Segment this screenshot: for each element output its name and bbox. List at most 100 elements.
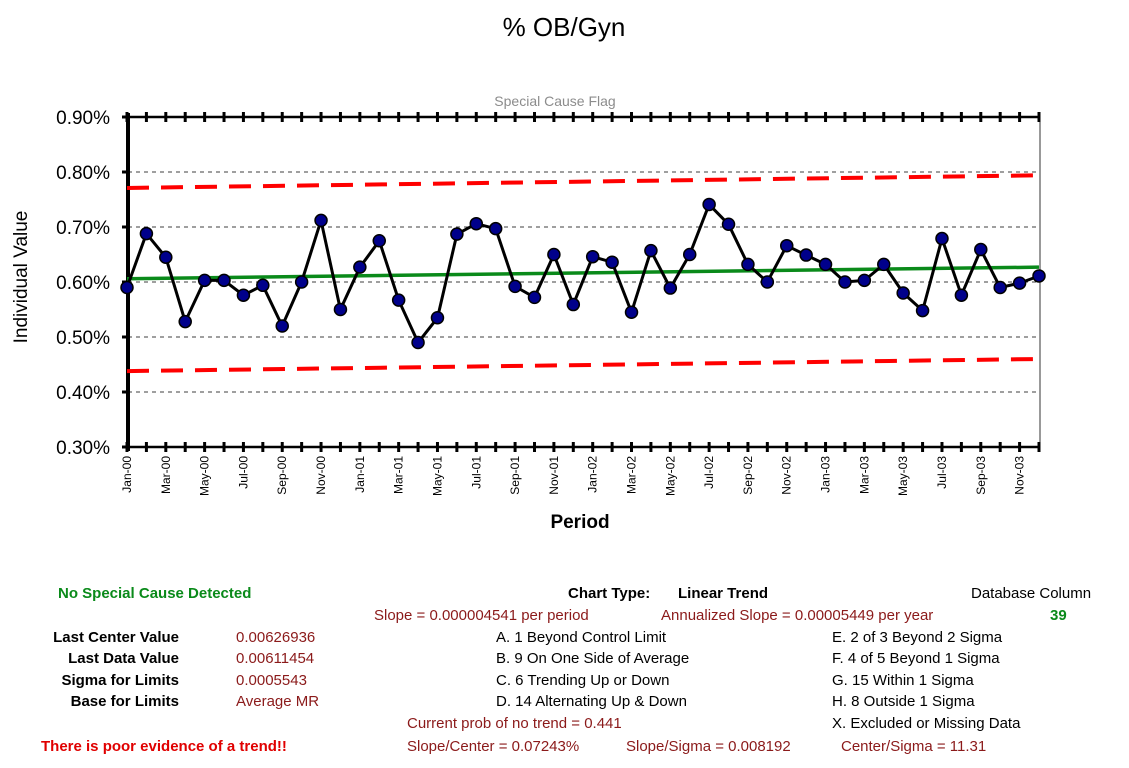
y-tick-label: 0.90% <box>56 108 110 129</box>
rule-c: C. 6 Trending Up or Down <box>496 672 670 689</box>
rule-g: G. 15 Within 1 Sigma <box>832 672 974 689</box>
x-tick-label: Sep-00 <box>275 456 289 495</box>
data-point <box>547 247 561 262</box>
last-data-value: 0.00611454 <box>236 650 315 667</box>
x-tick-label: Nov-03 <box>1013 456 1027 495</box>
data-point <box>896 286 910 300</box>
data-point <box>488 221 503 236</box>
rule-f: F. 4 of 5 Beyond 1 Sigma <box>832 650 1000 667</box>
data-point <box>178 314 192 329</box>
last-center-label: Last Center Value <box>53 629 179 646</box>
data-point <box>450 227 464 241</box>
data-point <box>935 231 949 246</box>
data-point <box>314 213 328 228</box>
data-point <box>197 273 212 288</box>
base-value: Average MR <box>236 693 320 710</box>
data-point <box>294 275 309 289</box>
x-tick-label: Jan-01 <box>353 456 367 493</box>
data-point <box>779 238 794 253</box>
base-label: Base for Limits <box>70 693 179 710</box>
x-tick-label: May-03 <box>896 456 910 496</box>
data-point <box>585 249 600 264</box>
x-tick-label: Nov-01 <box>547 456 561 495</box>
control-chart: % OB/Gyn Special Cause Flag 0.90% 0.80% 0.70… <box>11 12 1046 533</box>
special-cause-flag-label: Special Cause Flag <box>494 93 615 109</box>
rule-d: D. 14 Alternating Up & Down <box>496 693 687 710</box>
data-point <box>624 305 639 319</box>
data-point <box>993 280 1007 295</box>
sigma-label: Sigma for Limits <box>61 672 179 689</box>
lower-control-limit <box>126 357 1040 374</box>
x-tick-label: May-02 <box>663 456 677 496</box>
data-point <box>799 248 813 262</box>
x-tick-label: Mar-02 <box>625 456 639 494</box>
center-sigma: Center/Sigma = 11.31 <box>841 738 987 755</box>
data-point <box>1032 269 1046 283</box>
y-tick-label: 0.60% <box>56 273 110 294</box>
data-point <box>702 197 716 212</box>
y-tick-label: 0.50% <box>56 328 110 349</box>
rule-h: H. 8 Outside 1 Sigma <box>832 693 975 710</box>
data-point <box>721 217 736 231</box>
prob-no-trend: Current prob of no trend = 0.441 <box>407 715 622 732</box>
data-point <box>508 279 522 294</box>
data-point <box>333 302 348 317</box>
y-tick-label: 0.80% <box>56 163 110 184</box>
x-tick-label: Jul-00 <box>236 456 250 489</box>
data-point <box>954 288 969 302</box>
x-tick-label: Sep-03 <box>974 456 988 495</box>
data-point <box>974 242 988 257</box>
data-point <box>741 257 755 272</box>
upper-control-limit <box>126 173 1040 190</box>
x-tick-label: Mar-00 <box>159 456 173 494</box>
x-tick-label: Jul-01 <box>469 456 483 489</box>
data-point <box>372 234 387 248</box>
data-point <box>411 335 425 350</box>
data-point <box>159 250 173 264</box>
data-point <box>818 257 833 272</box>
x-tick-label: May-00 <box>198 456 212 496</box>
x-tick-label: Jul-02 <box>702 456 716 489</box>
y-tick-label: 0.70% <box>56 218 110 239</box>
slope-center: Slope/Center = 0.07243% <box>407 738 580 755</box>
database-column-label: Database Column <box>971 585 1092 602</box>
data-point <box>527 290 542 305</box>
x-tick-label: Mar-03 <box>857 456 871 494</box>
data-point <box>353 260 367 274</box>
data-point <box>430 311 445 325</box>
x-tick-label: Sep-02 <box>741 456 755 495</box>
x-tick-label: Nov-02 <box>780 456 794 495</box>
data-point <box>469 216 484 231</box>
y-axis-title: Individual Value <box>11 211 32 344</box>
y-tick-label: 0.40% <box>56 383 110 404</box>
data-point <box>217 273 231 288</box>
data-point <box>644 243 658 258</box>
slope-text: Slope = 0.000004541 per period <box>374 607 589 624</box>
data-point <box>566 297 581 312</box>
data-point <box>838 275 852 289</box>
data-point <box>682 247 697 262</box>
x-axis-title: Period <box>550 512 609 533</box>
data-point <box>120 280 134 295</box>
x-tick-label: Nov-00 <box>314 456 328 495</box>
data-point <box>256 278 270 293</box>
y-tick-label: 0.30% <box>56 438 110 459</box>
data-point <box>391 293 406 307</box>
rule-x: X. Excluded or Missing Data <box>832 715 1021 732</box>
x-tick-label: May-01 <box>430 456 444 496</box>
annualized-slope-text: Annualized Slope = 0.00005449 per year <box>661 607 934 624</box>
x-tick-label: Jan-03 <box>819 456 833 493</box>
data-point <box>139 226 154 241</box>
trend-evidence-warning: There is poor evidence of a trend!! <box>41 738 287 755</box>
x-tick-label: Jan-02 <box>586 456 600 493</box>
data-point <box>877 257 891 272</box>
data-point <box>857 273 872 288</box>
rule-e: E. 2 of 3 Beyond 2 Sigma <box>832 629 1003 646</box>
rule-a: A. 1 Beyond Control Limit <box>496 629 667 646</box>
slope-sigma: Slope/Sigma = 0.008192 <box>626 738 791 755</box>
rule-b: B. 9 On One Side of Average <box>496 650 690 667</box>
x-tick-label: Jul-03 <box>935 456 949 489</box>
last-data-label: Last Data Value <box>68 650 179 667</box>
special-cause-status: No Special Cause Detected <box>58 585 252 602</box>
data-point <box>760 275 775 289</box>
